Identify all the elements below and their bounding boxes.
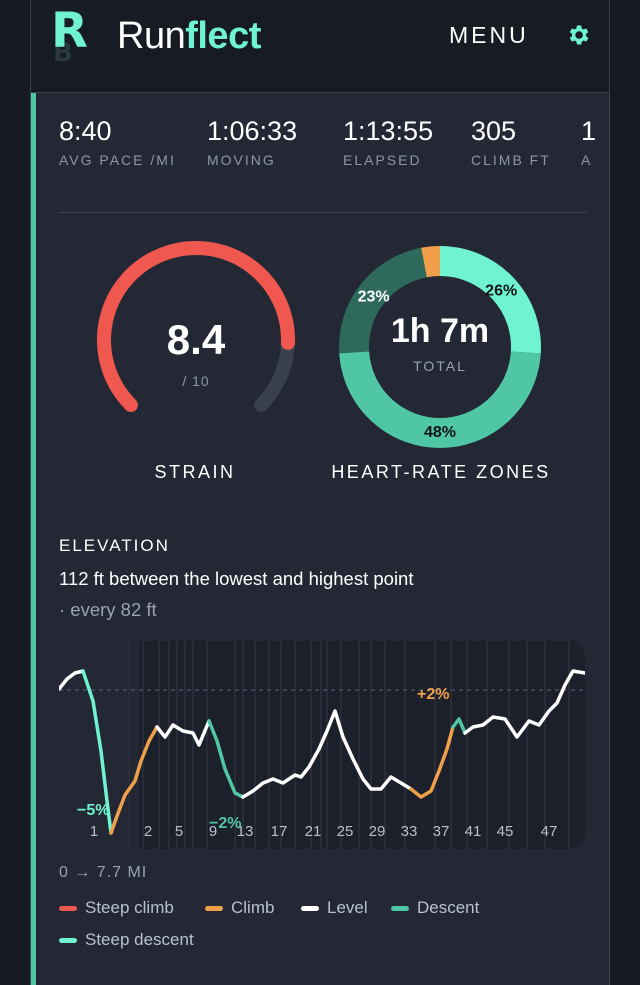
stats-row: 8:40 AVG PACE /MI 1:06:33 MOVING 1:13:55… (59, 114, 604, 174)
elevation-note: · every 82 ft (59, 599, 157, 620)
split-marker: 25 (337, 823, 354, 840)
app-header: B R Runflect MENU (31, 0, 609, 93)
legend-item-climb: Climb (205, 898, 274, 918)
legend-label: Climb (231, 898, 275, 917)
hr-zone-segment (339, 247, 428, 354)
stat-value: 8:40 (59, 116, 112, 146)
strain-label: STRAIN (154, 462, 236, 482)
split-marker: 2 (144, 823, 152, 840)
stat-avg-pace: 8:40 AVG PACE /MI (59, 114, 176, 168)
elevation-profile (59, 669, 585, 835)
strain-gauge: 8.4 / 10 (97, 241, 295, 413)
grade-label: −2% (209, 815, 241, 832)
stat-label: MOVING (207, 152, 276, 168)
stat-value: 1 (581, 116, 597, 146)
split-marker: 47 (541, 823, 558, 840)
brand-prefix: Run (117, 15, 186, 57)
activity-accent-bar (31, 93, 36, 985)
split-marker: 37 (433, 823, 450, 840)
legend-item-steep-descent: Steep descent (59, 930, 194, 950)
elevation-segment (241, 709, 413, 799)
elevation-segment (451, 717, 467, 735)
grade-label: −5% (77, 802, 109, 819)
elevation-segment (409, 725, 455, 799)
elevation-segment (109, 725, 159, 835)
distance-range: 0 → 7.7 MI (59, 864, 148, 881)
hr-zone-label: 23% (358, 289, 390, 306)
elevation-chart-svg: 1 2 5 9 13 17 21 25 29 33 37 41 45 47 −5% −2% +2% (59, 641, 585, 849)
split-marker: 29 (369, 823, 386, 840)
elevation-segment (81, 669, 113, 835)
split-marker: 41 (465, 823, 482, 840)
stat-climb: 305 CLIMB FT (471, 114, 551, 168)
elevation-subtitle: 112 ft between the lowest and highest po… (59, 568, 414, 589)
split-marker: 1 (90, 823, 98, 840)
hr-zone-label: 48% (424, 424, 456, 441)
hr-zone-segment (421, 245, 441, 278)
app-frame: B R Runflect MENU 8:40 AVG PACE /MI 1:06… (30, 0, 610, 985)
logo-letter: R (51, 3, 88, 59)
legend-label: Descent (417, 898, 480, 917)
stat-label: ELAPSED (343, 152, 422, 168)
elevation-title: ELEVATION (59, 536, 170, 555)
hr-total: 1h 7m (391, 312, 489, 350)
elevation-segment (463, 669, 585, 739)
split-marker: 9 (209, 823, 217, 840)
brand-suffix: flect (185, 15, 261, 57)
legend-swatch (59, 937, 77, 943)
gear-icon[interactable] (565, 22, 591, 48)
logo[interactable]: B R (51, 6, 91, 66)
stat-overflow: 1 A (581, 114, 596, 168)
legend-item-descent: Descent (391, 898, 479, 918)
logo-shadow-letter: B (53, 38, 73, 68)
stat-elapsed: 1:13:55 ELAPSED (343, 114, 433, 168)
split-marker: 45 (497, 823, 514, 840)
legend-swatch (391, 905, 409, 911)
menu-button[interactable]: MENU (449, 22, 529, 48)
split-markers: 1 2 5 9 13 17 21 25 29 33 37 41 45 47 (90, 823, 558, 840)
elevation-segment (207, 719, 245, 799)
hr-zone-segment (439, 246, 541, 354)
legend-label: Level (327, 898, 368, 917)
legend-swatch (59, 905, 77, 911)
stat-value: 1:06:33 (207, 116, 298, 146)
elevation-segment (155, 719, 211, 747)
strain-value: 8.4 (167, 316, 226, 363)
hr-zones-label: HEART-RATE ZONES (331, 462, 551, 482)
stat-value: 1:13:55 (343, 116, 434, 146)
stat-value: 305 (471, 116, 517, 146)
elevation-chart[interactable]: 1 2 5 9 13 17 21 25 29 33 37 41 45 47 −5% −2% +2% (59, 641, 585, 849)
stat-label: AVG PACE /MI (59, 152, 176, 168)
hr-zones-donut: 1h 7m TOTAL 26% 48% 23% (339, 245, 541, 448)
strain-gauge-fill (97, 241, 295, 413)
hr-total-label: TOTAL (413, 358, 467, 374)
split-marker: 5 (175, 823, 183, 840)
stat-label: A (581, 152, 593, 168)
split-marker: 21 (305, 823, 322, 840)
split-marker: 33 (401, 823, 418, 840)
split-lines (128, 641, 570, 849)
legend-swatch (205, 905, 223, 911)
legend-swatch (301, 905, 319, 911)
grade-label: +2% (417, 686, 449, 703)
split-marker: 13 (237, 823, 254, 840)
stat-moving: 1:06:33 MOVING (207, 114, 297, 168)
stat-label: CLIMB FT (471, 152, 551, 168)
legend-item-steep-climb: Steep climb (59, 898, 174, 918)
brand-name: Runflect (117, 14, 261, 58)
divider (59, 212, 587, 213)
elevation-segment (59, 669, 85, 691)
legend-item-level: Level (301, 898, 368, 918)
legend-label: Steep descent (85, 930, 194, 949)
hr-zone-segment (339, 351, 541, 448)
strain-max: / 10 (182, 373, 209, 389)
legend-label: Steep climb (85, 898, 174, 917)
split-marker: 17 (271, 823, 288, 840)
hr-zone-label: 26% (485, 283, 517, 300)
